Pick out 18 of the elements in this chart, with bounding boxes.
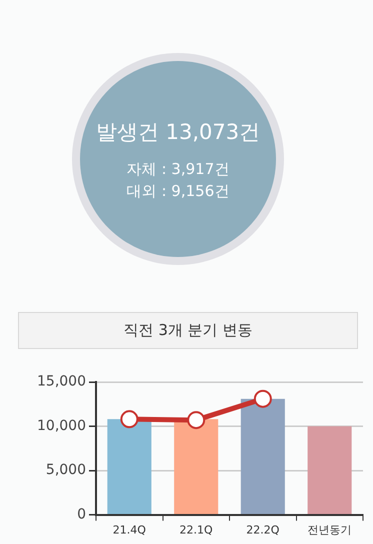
y-tick-label: 0 <box>77 506 86 522</box>
bar <box>240 398 285 514</box>
text: 대외 : 9,156건 <box>126 182 230 201</box>
x-tick-label: 22.2Q <box>246 523 280 536</box>
x-tick-label: 전년동기 <box>308 523 352 536</box>
x-tick-label: 21.4Q <box>112 523 146 536</box>
y-tick-label: 5,000 <box>46 462 86 478</box>
text: 발생건 13,073건 <box>94 119 262 146</box>
bar <box>308 426 352 514</box>
x-tick-label: 22.1Q <box>180 523 214 536</box>
point <box>254 390 272 408</box>
y-tick-label: 15,000 <box>37 374 86 390</box>
bar <box>107 419 152 514</box>
point <box>187 411 206 430</box>
text: 자체 : 3,917건 <box>126 160 230 179</box>
point <box>120 410 138 428</box>
chart-title: 직전 3개 분기 변동 <box>18 312 358 349</box>
y-tick-label: 10,000 <box>37 418 86 434</box>
